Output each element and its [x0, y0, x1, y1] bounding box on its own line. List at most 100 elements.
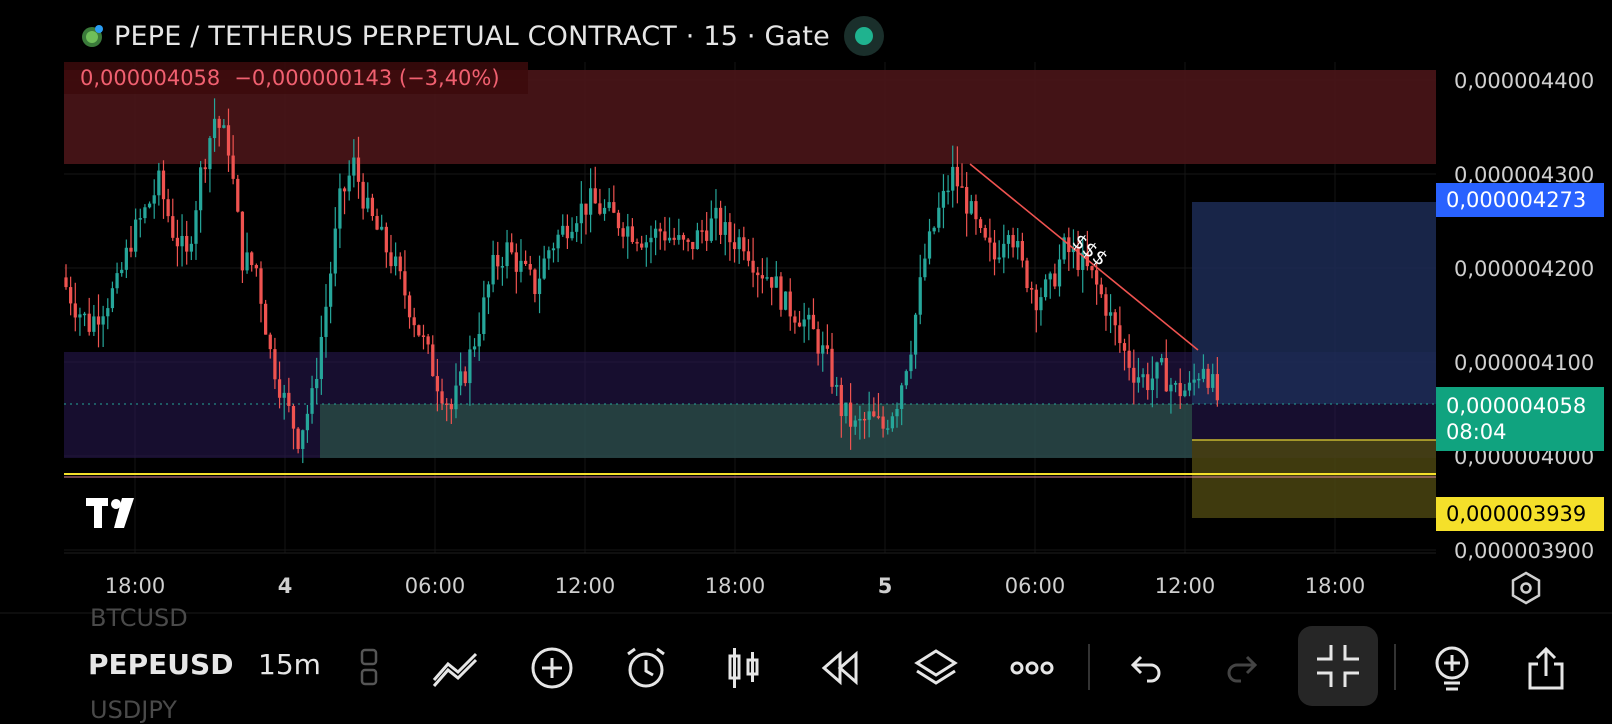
candle-body: [997, 257, 1001, 260]
tradingview-logo-icon[interactable]: [86, 496, 150, 530]
candle-body: [519, 260, 523, 272]
time-tick-label: 18:00: [705, 574, 766, 598]
candlesticks: [64, 98, 1219, 464]
target-price-tag[interactable]: 0,000004273: [1436, 183, 1604, 217]
page-title[interactable]: PEPE / TETHERUS PERPETUAL CONTRACT · 15 …: [114, 20, 830, 52]
symbol-list-prev[interactable]: BTCUSD: [90, 604, 188, 632]
layers-icon[interactable]: [908, 640, 964, 696]
market-status-icon[interactable]: [843, 16, 884, 56]
candle-body: [816, 329, 820, 354]
candle-body: [78, 314, 82, 318]
candle-body: [714, 207, 718, 219]
candle-body: [161, 170, 166, 200]
time-axis[interactable]: 18:00 4 06:00 12:00 18:00 5 06:00 12:00 18:00: [105, 574, 1366, 598]
candle-body: [1132, 367, 1136, 383]
candle-body: [941, 190, 946, 208]
candle-body: [222, 125, 226, 128]
replay-icon[interactable]: [812, 640, 868, 696]
candles-icon[interactable]: [716, 640, 772, 696]
candle-body: [770, 277, 774, 288]
candle-body: [728, 222, 732, 243]
candle-body: [649, 237, 653, 243]
candle-body: [570, 231, 574, 239]
candle-body: [138, 218, 142, 220]
current-price-tag[interactable]: 0,000004058 08:04: [1436, 387, 1604, 451]
candle-body: [356, 157, 361, 182]
symbol-selector[interactable]: PEPEUSD: [88, 648, 234, 681]
candle-body: [992, 242, 997, 260]
candle-body: [551, 248, 556, 251]
add-indicator-icon[interactable]: [524, 640, 580, 696]
candle-body: [612, 202, 616, 213]
candle-body: [380, 226, 384, 230]
candle-body: [653, 228, 658, 238]
candle-body: [73, 303, 77, 318]
candle-body: [821, 345, 825, 354]
candle-body: [421, 335, 426, 337]
candle-body: [449, 403, 453, 410]
price-change: −0,000000143 (−3,40%): [234, 66, 500, 90]
candle-body: [793, 316, 797, 323]
candle-body: [598, 203, 602, 214]
candle-body: [811, 314, 816, 330]
chart-header: PEPE / TETHERUS PERPETUAL CONTRACT · 15 …: [80, 16, 884, 56]
candle-body: [588, 188, 593, 215]
candle-body: [1090, 266, 1094, 271]
symbol-list-next[interactable]: USDJPY: [90, 696, 177, 724]
candle-body: [862, 418, 867, 421]
candle-body: [955, 166, 959, 187]
candle-body: [983, 227, 987, 238]
candle-body: [909, 354, 913, 372]
price-axis[interactable]: 0,0000044000,0000043000,0000042000,00000…: [1454, 69, 1594, 563]
candle-body: [700, 230, 704, 232]
candle-body: [468, 349, 472, 384]
candle-body: [974, 201, 978, 220]
candle-body: [333, 228, 337, 274]
candle-body: [398, 256, 402, 272]
more-icon[interactable]: [1004, 640, 1060, 696]
candle-body: [584, 203, 588, 215]
candle-body: [1201, 368, 1206, 379]
candle-body: [1206, 368, 1210, 388]
candle-body: [134, 219, 138, 252]
candle-body: [273, 349, 277, 380]
stop-price-tag[interactable]: 0,000003939: [1436, 497, 1604, 531]
collapse-button[interactable]: [1298, 626, 1378, 706]
candle-body: [240, 211, 245, 271]
candle-body: [1141, 374, 1145, 378]
time-tick-label: 5: [878, 574, 893, 598]
candle-body: [82, 313, 87, 316]
candle-body: [709, 218, 713, 241]
candle-body: [533, 269, 537, 295]
candle-body: [217, 118, 221, 128]
alarm-icon[interactable]: [618, 640, 674, 696]
candle-body: [324, 306, 328, 337]
candle-body: [403, 271, 407, 296]
candle-body: [848, 402, 853, 427]
candle-body: [69, 287, 73, 304]
interval-selector[interactable]: 15m: [258, 648, 321, 681]
ideas-icon[interactable]: [1424, 640, 1480, 696]
candle-body: [250, 252, 254, 266]
trendline-icon[interactable]: [428, 640, 484, 696]
candle-body: [407, 295, 412, 318]
candle-body: [384, 226, 388, 253]
trend-annotation: $$$: [1068, 228, 1113, 270]
candle-body: [797, 322, 802, 327]
candle-body: [389, 252, 393, 267]
candle-body: [352, 157, 356, 176]
share-icon[interactable]: [1518, 640, 1574, 696]
candle-body: [765, 277, 769, 279]
candle-body: [946, 190, 950, 193]
layout-icon[interactable]: [342, 640, 398, 696]
candle-body: [124, 247, 128, 270]
undo-icon[interactable]: [1118, 640, 1174, 696]
candle-body: [607, 202, 611, 208]
candle-body: [593, 188, 597, 204]
candle-body: [830, 348, 834, 387]
candle-body: [858, 418, 862, 421]
candle-body: [626, 226, 630, 237]
redo-icon[interactable]: [1214, 640, 1270, 696]
chart-settings-icon[interactable]: [1508, 570, 1544, 606]
